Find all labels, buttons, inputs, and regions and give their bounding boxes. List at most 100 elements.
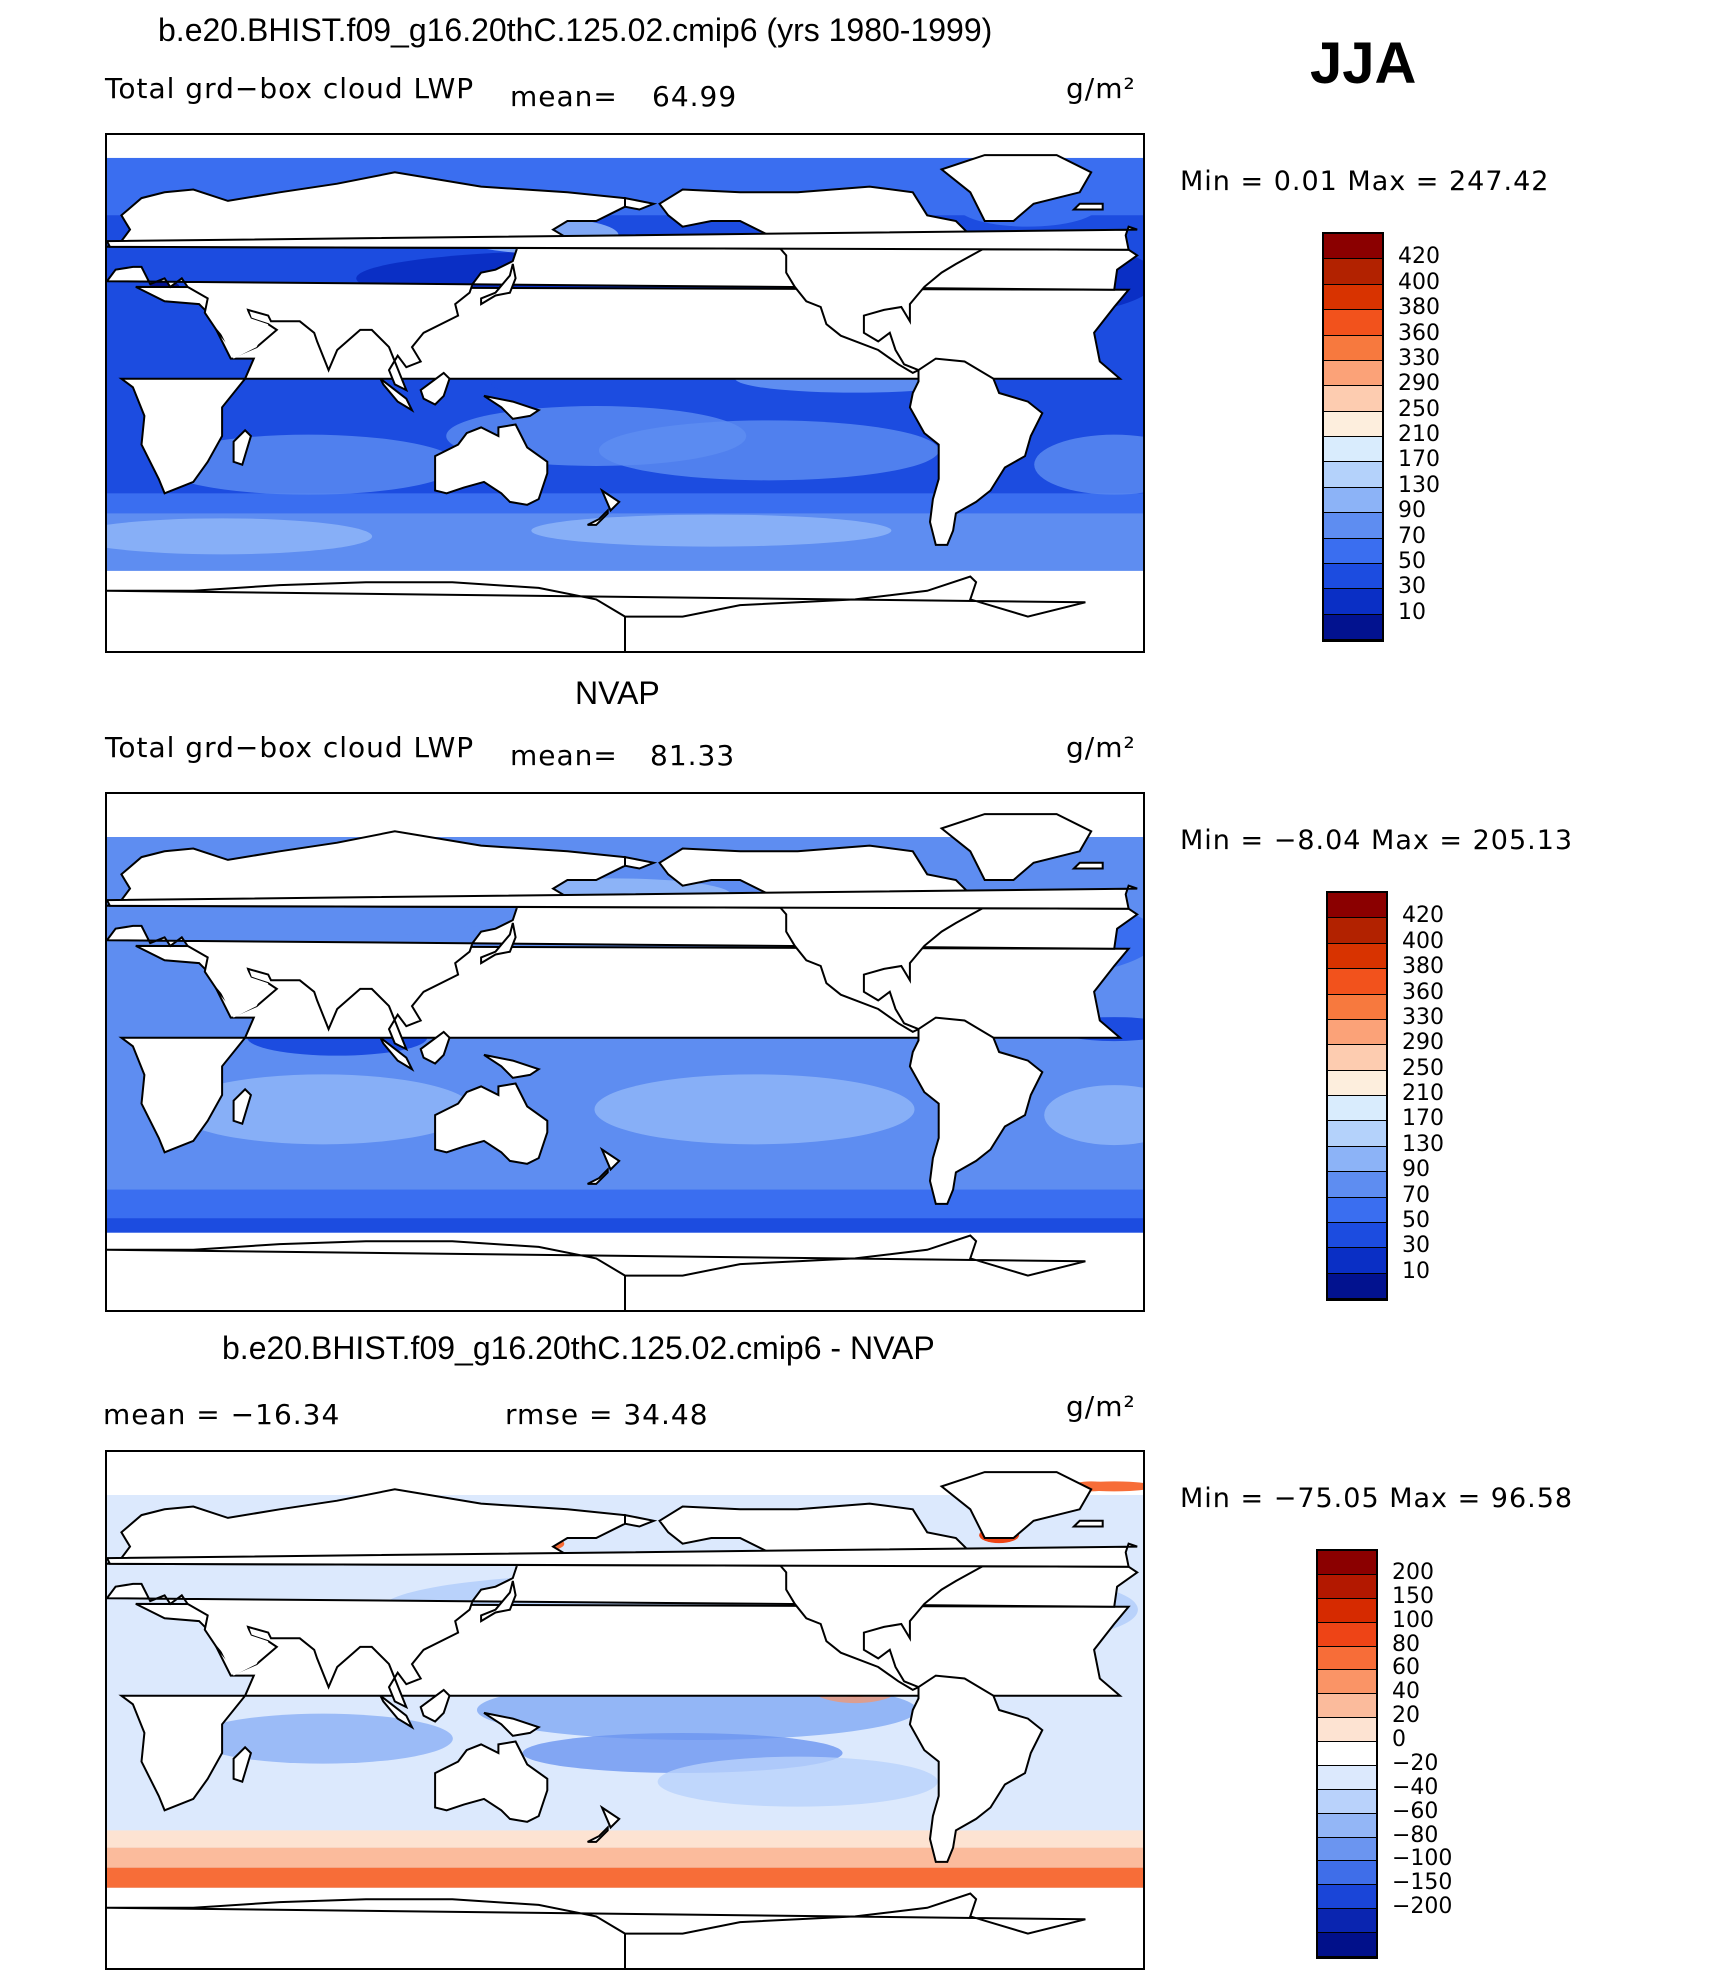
panel-title-obs: NVAP [575, 675, 660, 711]
coastline-arabiaFix [207, 307, 269, 359]
panel-title-model: b.e20.BHIST.f09_g16.20thC.125.02.cmip6 (… [158, 12, 993, 48]
colorbar-swatch [1324, 386, 1382, 412]
colorbar-tick-label: 200 [1392, 1559, 1434, 1585]
map-obs [105, 792, 1145, 1312]
colorbar-tick-label: −20 [1392, 1750, 1439, 1776]
colorbar-tick-label: 290 [1398, 371, 1440, 397]
minmax-obs: Min = −8.04 Max = 205.13 [1180, 825, 1574, 856]
colorbar-tick-label: 90 [1402, 1157, 1430, 1183]
colorbar-swatch [1328, 1121, 1386, 1147]
map-canvas [107, 1452, 1143, 1968]
coastline-samerica [908, 1674, 1044, 1863]
coastline-arabiaFix [207, 966, 269, 1018]
coastline-japan [480, 263, 517, 306]
colorbar-tick-label: 40 [1392, 1679, 1420, 1705]
colorbar-tick-label: 100 [1392, 1607, 1434, 1633]
colorbar-tick-label: 130 [1402, 1131, 1444, 1157]
colorbar-swatch [1324, 335, 1382, 361]
colorbar-swatch [1324, 259, 1382, 285]
colorbar-tick-label: −150 [1392, 1870, 1453, 1896]
colorbar-tick-label: −60 [1392, 1798, 1439, 1824]
colorbar-swatch [1328, 1096, 1386, 1122]
colorbar-swatch [1324, 462, 1382, 488]
colorbar-tick-label: 420 [1398, 244, 1440, 270]
colorbar-tick-label: 400 [1398, 269, 1440, 295]
coastline-borneo [419, 1688, 451, 1723]
colorbar-obs [1326, 891, 1388, 1301]
coastline-madagascar [232, 1087, 253, 1125]
colorbar-tick-label: 90 [1398, 498, 1426, 524]
coastline-australia [434, 1082, 549, 1165]
colorbar-tick-label: −100 [1392, 1846, 1453, 1872]
field-contour [192, 1713, 453, 1764]
colorbar-tick-label: 30 [1402, 1233, 1430, 1259]
colorbar-swatch [1324, 234, 1382, 260]
coastline-borneo [419, 1030, 451, 1065]
coastline-sumatra [379, 1694, 415, 1730]
colorbar-swatch [1328, 1045, 1386, 1071]
colorbar-swatch [1318, 1574, 1376, 1599]
colorbar-tick-label: 400 [1402, 928, 1444, 954]
colorbar-swatch [1318, 1885, 1376, 1910]
field-band [107, 1867, 1143, 1888]
colorbar-swatch [1318, 1909, 1376, 1934]
coastline-borneo [419, 371, 451, 406]
minmax-model: Min = 0.01 Max = 247.42 [1180, 166, 1550, 197]
map-canvas [107, 794, 1143, 1310]
coastline-eurasia [107, 1488, 1139, 1710]
colorbar-swatch [1318, 1742, 1376, 1766]
colorbar-tick-label: 210 [1402, 1081, 1444, 1106]
colorbar-tick-label: 330 [1398, 345, 1440, 371]
map-model [105, 133, 1145, 653]
colorbar-swatch [1318, 1598, 1376, 1623]
coastline-uk [107, 1542, 1138, 1568]
coastline-eurasia [107, 830, 1139, 1052]
colorbar-tick-label: 30 [1398, 574, 1426, 600]
colorbar-diff [1316, 1549, 1378, 1959]
units-model: g/m² [1066, 72, 1136, 105]
coastline-nz1 [599, 487, 621, 513]
coastline-antarctica [107, 1892, 1086, 1968]
colorbar-swatch [1318, 1622, 1376, 1647]
coastline-iceland [1071, 1519, 1104, 1528]
colorbar-swatch [1324, 310, 1382, 336]
coastline-australia [434, 423, 549, 506]
colorbar-swatch [1328, 918, 1386, 944]
colorbar-tick-label: 10 [1398, 599, 1426, 625]
colorbar-swatch [1328, 943, 1386, 970]
colorbar-swatch [1318, 1646, 1376, 1671]
colorbar-tick-label: 250 [1398, 396, 1440, 422]
colorbar-swatch [1328, 1248, 1386, 1274]
colorbar-swatch [1318, 1718, 1376, 1743]
colorbar-tick-label: 60 [1392, 1655, 1420, 1681]
map-diff [105, 1450, 1145, 1970]
field-band [107, 1847, 1143, 1868]
colorbar-swatch [1328, 1146, 1386, 1173]
mean-value-model: 64.99 [652, 80, 738, 113]
coastline-chukotka [624, 196, 658, 211]
colorbar-tick-label: 0 [1392, 1727, 1406, 1753]
minmax-diff: Min = −75.05 Max = 96.58 [1180, 1483, 1574, 1514]
colorbar-tick-label: 420 [1402, 903, 1444, 929]
field-band [107, 1218, 1143, 1233]
coastline-greenland [939, 1471, 1093, 1539]
coastline-nz2 [587, 1825, 609, 1843]
field-nodata [107, 135, 1143, 158]
coastline-antarctica [107, 1234, 1086, 1310]
mean-value-obs: 81.33 [650, 739, 736, 772]
colorbar-tick-label: 70 [1402, 1182, 1430, 1208]
coastline-africa [118, 285, 1131, 495]
colorbar-tick-label: 80 [1392, 1631, 1420, 1657]
season-label: JJA [1310, 31, 1417, 96]
colorbar-swatch [1328, 1019, 1386, 1046]
colorbar-swatch [1318, 1813, 1376, 1838]
colorbar-swatch [1318, 1861, 1376, 1886]
coastline-africa [118, 944, 1131, 1154]
colorbar-tick-label: 380 [1398, 295, 1440, 321]
colorbar-tick-label: −200 [1392, 1894, 1453, 1920]
colorbar-tick-label: −40 [1392, 1774, 1439, 1800]
coastline-eurasia [107, 171, 1139, 393]
colorbar-swatch [1318, 1694, 1376, 1719]
colorbar-tick-label: 50 [1402, 1207, 1430, 1233]
colorbar-swatch [1324, 538, 1382, 564]
